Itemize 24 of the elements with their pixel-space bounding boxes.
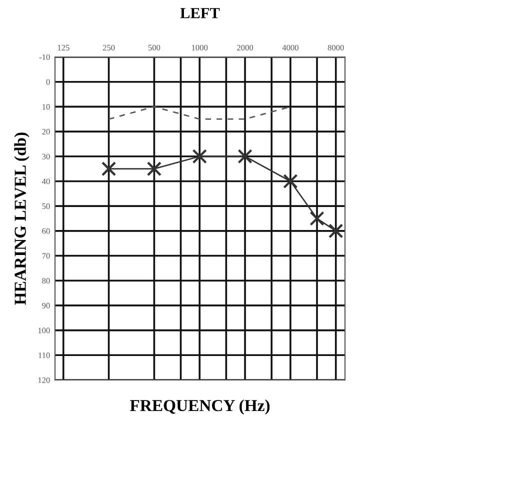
y-axis-title: HEARING LEVEL (db)	[14, 132, 30, 305]
x-tick-label: 250	[102, 44, 115, 50]
y-tick-label: 40	[42, 178, 50, 184]
x-axis-title: FREQUENCY (Hz)	[130, 399, 270, 415]
y-tick-label: 120	[38, 377, 50, 383]
y-tick-label: -10	[39, 54, 50, 60]
y-tick-label: 90	[42, 302, 50, 308]
y-tick-label: 0	[46, 79, 50, 85]
y-tick-label: 10	[42, 104, 50, 110]
y-tick-label: 20	[42, 128, 50, 135]
y-tick-label: 70	[42, 253, 50, 259]
chart-title: LEFT	[180, 8, 220, 18]
x-tick-label: 500	[148, 44, 160, 50]
x-tick-label: 1000	[192, 44, 208, 50]
y-tick-label: 30	[42, 154, 50, 160]
y-tick-label: 50	[42, 203, 50, 210]
y-tick-label: 80	[42, 278, 50, 284]
x-tick-label: 8000	[328, 44, 344, 50]
y-tick-label: 60	[42, 228, 50, 234]
x-tick-label: 125	[58, 44, 70, 50]
x-tick-label: 2000	[237, 44, 254, 50]
y-tick-label: 110	[38, 352, 50, 358]
y-tick-label: 100	[38, 328, 50, 334]
x-tick-label: 4000	[282, 44, 298, 50]
